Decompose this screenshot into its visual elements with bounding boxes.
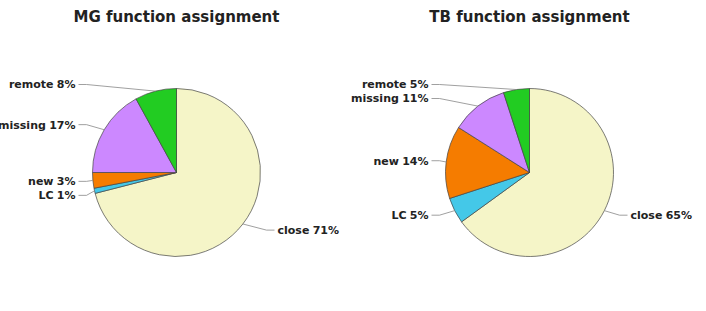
data-labels: close65%LC5%new14%missing11%remote5% <box>351 78 692 222</box>
pie-slice <box>136 89 176 173</box>
leader-line <box>432 211 455 216</box>
leader-line <box>79 191 95 196</box>
data-label: remote8% <box>9 78 76 91</box>
data-label-category: remote <box>362 78 407 91</box>
data-label-value: 14% <box>402 155 428 168</box>
data-label-value: 11% <box>402 92 428 105</box>
pie-slice <box>93 173 177 189</box>
data-label-value: 5% <box>410 209 429 222</box>
data-label-category: missing <box>0 119 46 132</box>
data-label-value: 1% <box>57 189 76 202</box>
pie-panel: MG function assignment close71% LC 1% new 3% m… <box>0 8 339 257</box>
data-label-category: remote <box>9 78 54 91</box>
leader-line <box>79 85 156 92</box>
leader-line <box>432 85 517 90</box>
pie: close71% LC 1% new 3% missing17% remote8% <box>0 78 339 256</box>
data-label: LC 5% <box>391 209 428 222</box>
data-label: new 14% <box>373 155 428 168</box>
data-label: LC 1% <box>38 189 75 202</box>
data-labels: close71% LC 1% new 3% missing17% remote8% <box>0 78 339 237</box>
data-label: close65% <box>631 209 693 222</box>
data-label-category: LC <box>391 209 406 222</box>
pie-panel: TB function assignment close65% LC 5% new 14%… <box>351 8 692 257</box>
data-label: new 3% <box>28 175 75 188</box>
leader-line <box>79 180 93 182</box>
data-label-category: close <box>631 209 663 222</box>
chart-root: MG function assignmentclose71%LC1%new3%m… <box>0 0 706 311</box>
chart-title: MG function assignment <box>74 8 280 26</box>
data-label-category: LC <box>38 189 53 202</box>
data-label-category: new <box>28 175 53 188</box>
data-label-category: close <box>278 224 310 237</box>
data-label: missing11% <box>351 92 428 105</box>
leader-line <box>79 125 105 130</box>
data-label-category: missing <box>351 92 399 105</box>
leader-line <box>604 211 627 216</box>
data-label: remote5% <box>362 78 429 91</box>
data-label-value: 71% <box>313 224 339 237</box>
leader-line <box>243 224 275 230</box>
leader-line <box>432 99 479 107</box>
data-label-category: new <box>373 155 398 168</box>
data-label: close71% <box>278 224 340 237</box>
chart-title: TB function assignment <box>429 8 629 26</box>
data-label: missing17% <box>0 119 76 132</box>
data-label-value: 8% <box>57 78 76 91</box>
data-label-value: 3% <box>57 175 76 188</box>
data-label-value: 65% <box>666 209 692 222</box>
data-label-value: 17% <box>49 119 75 132</box>
pie-slice <box>504 89 530 173</box>
data-label-value: 5% <box>410 78 429 91</box>
leader-line <box>432 161 447 162</box>
pie: close65%LC5%new14%missing11%remote5% <box>351 78 692 256</box>
